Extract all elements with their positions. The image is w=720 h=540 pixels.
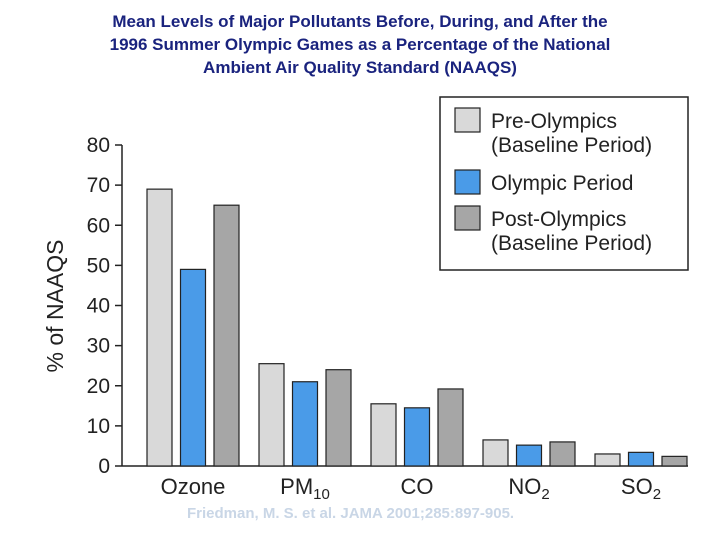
bar: [437, 388, 464, 467]
y-tick-label: 0: [98, 455, 110, 478]
y-tick-label: 30: [87, 335, 110, 358]
bar: [291, 381, 319, 467]
legend-swatch: [454, 205, 481, 231]
x-tick-label: NO2: [508, 474, 549, 503]
bar: [594, 453, 621, 467]
title-line-1: Mean Levels of Major Pollutants Before, …: [112, 12, 608, 31]
legend-label: Post-Olympics: [491, 208, 626, 231]
title-line-3: Ambient Air Quality Standard (NAAQS): [203, 58, 517, 77]
legend-swatch: [454, 107, 481, 133]
x-tick-label: CO: [401, 474, 434, 499]
bar: [482, 439, 509, 467]
bar: [370, 403, 397, 467]
bar: [627, 451, 655, 467]
citation: Friedman, M. S. et al. JAMA 2001;285:897…: [187, 505, 515, 522]
y-tick-label: 40: [87, 295, 110, 318]
chart-title: Mean Levels of Major Pollutants Before, …: [0, 10, 720, 79]
bar: [146, 188, 173, 467]
y-axis-label: % of NAAQS: [42, 240, 68, 373]
bar: [661, 455, 688, 467]
bar: [258, 363, 285, 467]
bar: [325, 369, 352, 467]
x-tick-label: Ozone: [161, 474, 226, 499]
bar: [213, 204, 240, 467]
y-tick-label: 80: [87, 134, 110, 157]
bar: [549, 441, 576, 467]
y-tick-label: 70: [87, 174, 110, 197]
title-line-2: 1996 Summer Olympic Games as a Percentag…: [109, 35, 611, 54]
legend-swatch: [454, 169, 481, 195]
x-tick-label: PM10: [280, 474, 330, 503]
bar: [179, 268, 207, 467]
y-tick-label: 20: [87, 375, 110, 398]
bar: [403, 407, 431, 467]
legend-label: (Baseline Period): [491, 134, 652, 157]
legend-label: Olympic Period: [491, 172, 633, 195]
legend-label: Pre-Olympics: [491, 110, 617, 133]
legend-box: [439, 96, 689, 271]
y-tick-label: 10: [87, 415, 110, 438]
bar: [515, 444, 543, 467]
y-tick-label: 60: [87, 214, 110, 237]
x-tick-label: SO2: [621, 474, 661, 503]
legend-label: (Baseline Period): [491, 232, 652, 255]
y-tick-label: 50: [87, 254, 110, 277]
